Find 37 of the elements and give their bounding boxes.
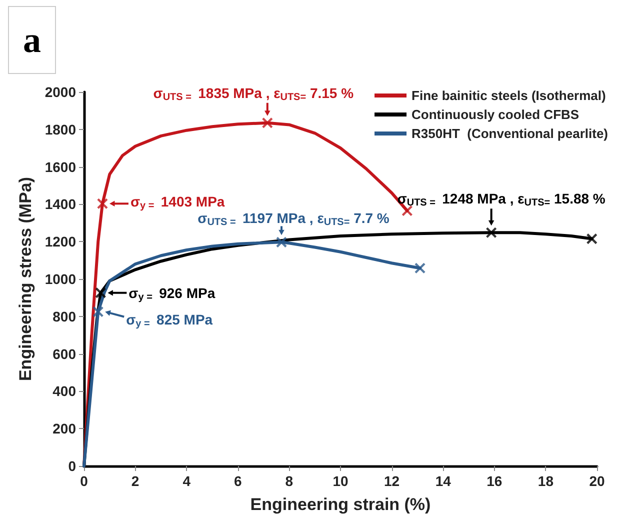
y-tick-label: 1600	[44, 158, 76, 175]
x-tick-label: 2	[131, 473, 140, 489]
y-tick-label: 600	[52, 346, 76, 362]
text: a	[8, 6, 56, 74]
point	[96, 198, 108, 210]
x-tick-label: 0	[80, 473, 88, 489]
point	[586, 233, 598, 244]
y-tick-label: 200	[52, 420, 76, 437]
y-tick-label: 1400	[44, 196, 76, 212]
legend-label: R350HT (Conventional pearlite)	[412, 126, 608, 141]
y-axis-title: Engineering stress (MPa)	[16, 176, 35, 382]
y-tick-label: 800	[52, 308, 76, 324]
point	[402, 205, 413, 216]
y-tick-label: 1000	[44, 271, 76, 287]
point	[276, 236, 288, 248]
x-tick-label: 18	[538, 473, 554, 489]
y-tick-label: 0	[68, 458, 76, 474]
y-tick-label: 400	[52, 383, 76, 400]
x-tick-label: 4	[182, 473, 191, 489]
point	[486, 227, 497, 238]
point	[262, 117, 273, 128]
x-tick-label: 20	[589, 473, 605, 489]
x-tick-label: 6	[234, 473, 242, 489]
x-tick-label: 12	[384, 473, 400, 489]
y-tick-label: 1200	[44, 234, 76, 250]
x-tick-label: 10	[332, 473, 348, 489]
x-tick-label: 8	[285, 473, 294, 489]
legend-label: Fine bainitic steels (Isothermal)	[412, 88, 606, 103]
x-tick-label: 14	[435, 473, 452, 489]
x-axis-title: Engineering strain (%)	[250, 495, 431, 514]
y-tick-label: 1800	[44, 121, 76, 138]
legend-label: Continuously cooled CFBS	[412, 107, 580, 122]
point	[95, 287, 106, 298]
point	[414, 262, 426, 274]
x-tick-label: 16	[486, 473, 502, 489]
point	[92, 306, 104, 318]
y-tick-label: 2000	[44, 84, 76, 100]
